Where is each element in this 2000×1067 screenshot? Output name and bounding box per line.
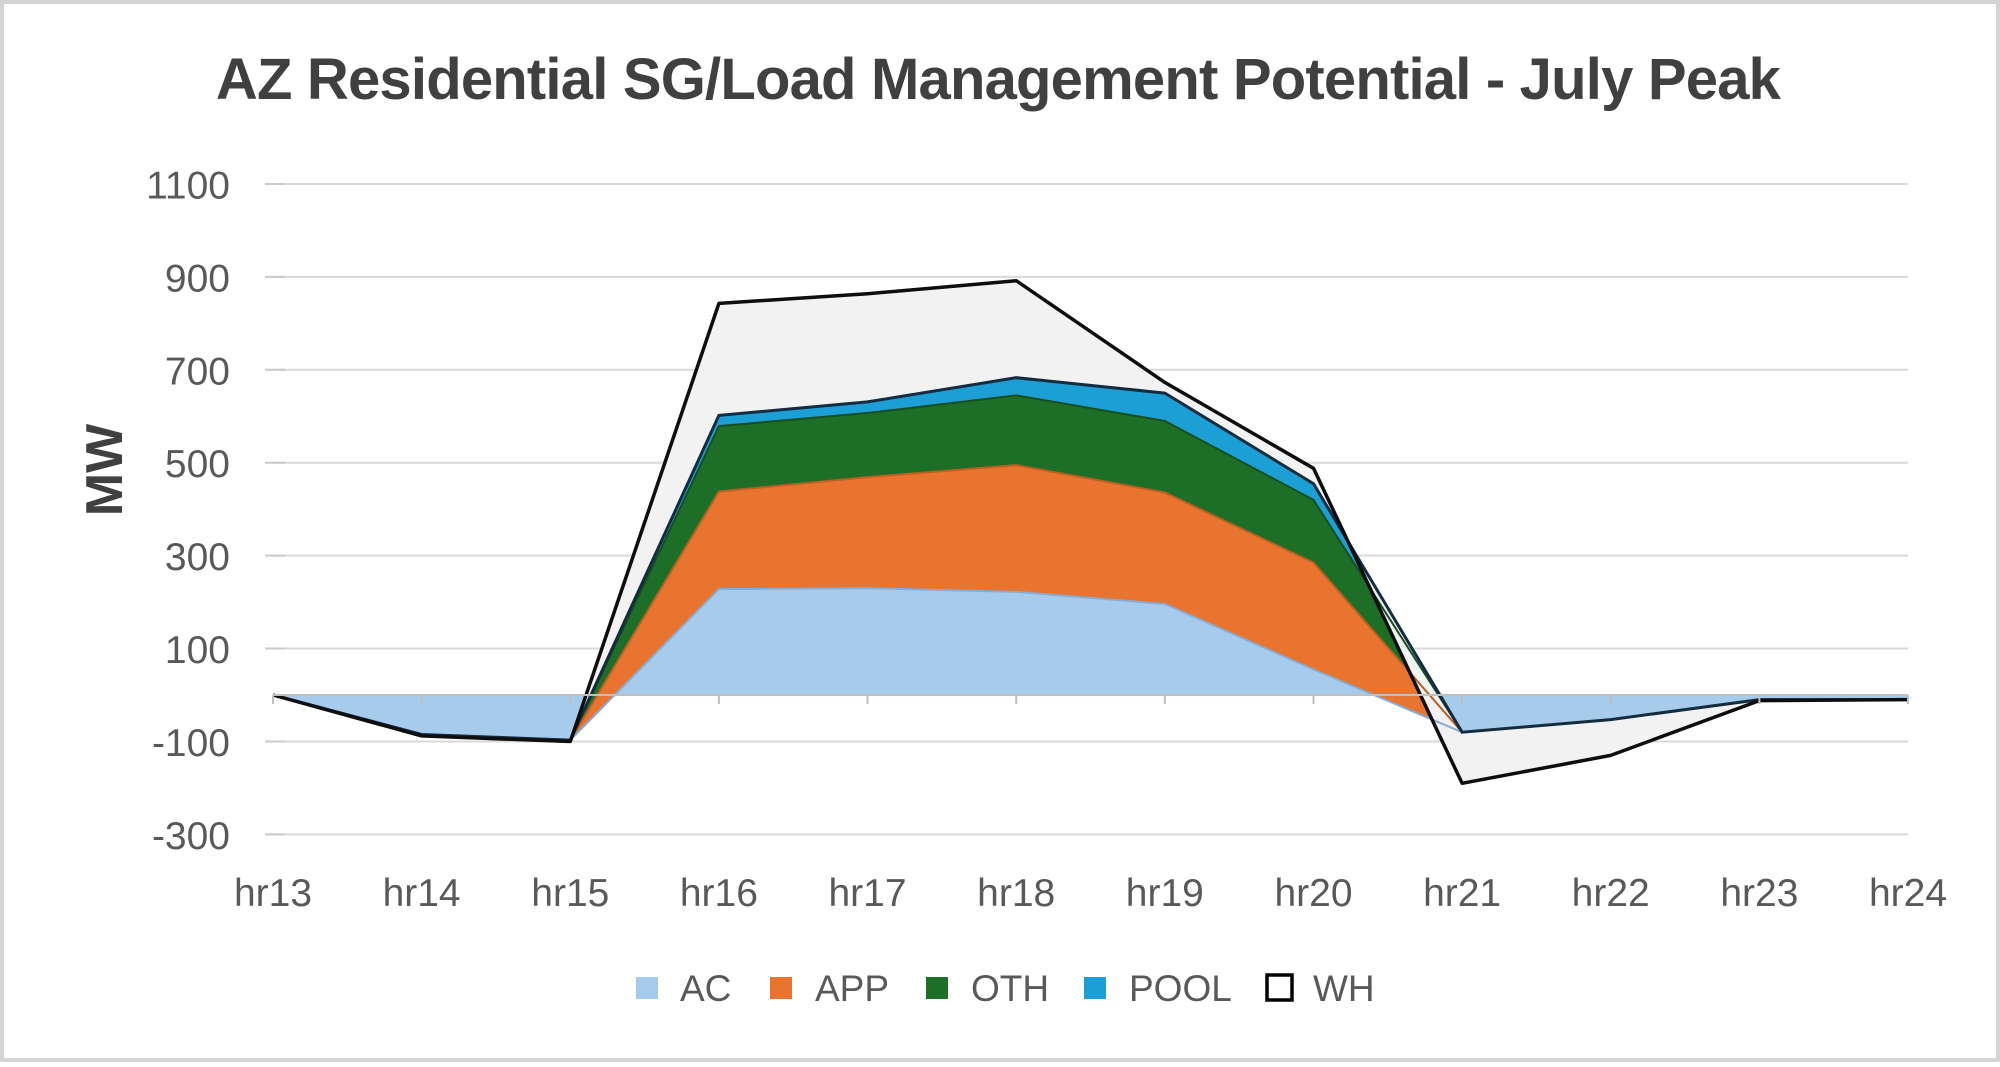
svg-text:hr23: hr23: [1720, 872, 1798, 915]
svg-text:hr14: hr14: [383, 872, 461, 915]
svg-text:hr16: hr16: [680, 872, 758, 915]
svg-text:hr21: hr21: [1423, 872, 1501, 915]
svg-text:hr19: hr19: [1126, 872, 1204, 915]
svg-text:hr22: hr22: [1572, 872, 1650, 915]
svg-text:1100: 1100: [146, 165, 230, 208]
svg-text:100: 100: [165, 629, 230, 672]
svg-text:POOL: POOL: [1129, 968, 1232, 1009]
svg-text:MW: MW: [76, 423, 134, 516]
svg-text:500: 500: [165, 443, 230, 486]
svg-text:300: 300: [165, 536, 230, 579]
svg-text:OTH: OTH: [971, 968, 1049, 1009]
svg-text:hr24: hr24: [1869, 872, 1947, 915]
svg-text:hr13: hr13: [234, 872, 312, 915]
svg-text:-300: -300: [152, 815, 230, 858]
svg-text:hr15: hr15: [531, 872, 609, 915]
svg-text:900: 900: [165, 257, 230, 300]
svg-text:AZ Residential SG/Load Managem: AZ Residential SG/Load Management Potent…: [216, 47, 1782, 112]
svg-text:-100: -100: [152, 722, 230, 765]
svg-text:APP: APP: [815, 968, 889, 1009]
svg-text:hr17: hr17: [828, 872, 906, 915]
svg-text:hr20: hr20: [1274, 872, 1352, 915]
svg-text:AC: AC: [680, 968, 731, 1009]
svg-text:hr18: hr18: [977, 872, 1055, 915]
svg-text:WH: WH: [1313, 968, 1375, 1009]
svg-text:700: 700: [165, 350, 230, 393]
